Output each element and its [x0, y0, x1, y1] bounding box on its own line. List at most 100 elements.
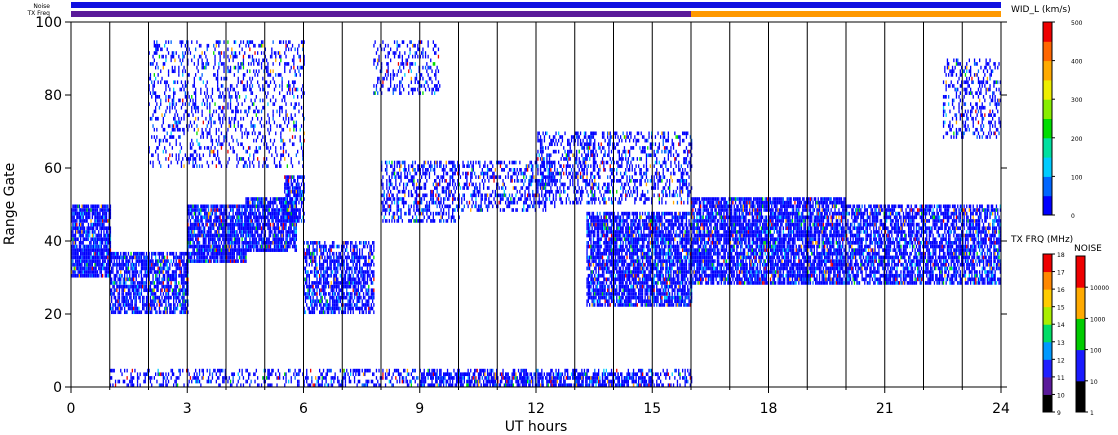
echo-cell: [93, 248, 95, 252]
echo-cell: [245, 237, 247, 242]
echo-cell: [244, 237, 246, 242]
echo-cell: [232, 149, 234, 154]
echo-cell: [140, 281, 143, 285]
echo-cell: [320, 295, 322, 300]
echo-cell: [233, 226, 235, 231]
echo-cell: [167, 273, 170, 278]
echo-cell: [235, 95, 237, 99]
echo-cell: [223, 204, 225, 209]
echo-cell: [121, 299, 123, 304]
echo-cell: [295, 226, 297, 231]
echo-cell: [89, 233, 91, 238]
echo-cell: [255, 215, 257, 220]
echo-cell: [226, 251, 228, 256]
echo-cell: [294, 244, 296, 249]
echo-cell: [319, 299, 321, 304]
echo-cell: [112, 284, 114, 289]
echo-cell: [107, 244, 109, 249]
echo-cell: [174, 105, 176, 110]
echo-cell: [286, 84, 288, 88]
echo-cell: [326, 277, 328, 282]
echo-cell: [133, 310, 135, 315]
echo-cell: [303, 186, 305, 190]
echo-cell: [339, 288, 341, 293]
echo-cell: [207, 248, 210, 252]
echo-cell: [369, 244, 371, 249]
echo-cell: [182, 127, 184, 132]
echo-cell: [164, 80, 166, 85]
echo-cell: [197, 109, 199, 114]
echo-cell: [206, 62, 208, 66]
echo-cell: [351, 259, 353, 263]
echo-cell: [412, 182, 414, 187]
echo-cell: [359, 248, 361, 252]
echo-cell: [211, 208, 214, 212]
echo-cell: [160, 102, 162, 106]
echo-cell: [196, 259, 198, 263]
echo-cell: [324, 303, 326, 307]
echo-cell: [184, 310, 186, 315]
echo-cell: [204, 215, 206, 220]
echo-cell: [153, 270, 155, 274]
echo-cell: [138, 259, 140, 263]
echo-cell: [397, 54, 400, 59]
echo-cell: [342, 299, 344, 304]
echo-cell: [192, 208, 194, 212]
echo-cell: [294, 135, 296, 139]
echo-cell: [151, 306, 153, 311]
echo-cell: [187, 43, 189, 48]
echo-cell: [204, 102, 206, 106]
echo-cell: [139, 299, 141, 304]
echo-cell: [386, 179, 388, 183]
echo-cell: [124, 284, 126, 289]
echo-cell: [148, 87, 150, 92]
echo-cell: [331, 303, 334, 307]
echo-cell: [364, 284, 366, 289]
echo-cell: [324, 295, 326, 300]
echo-cell: [189, 230, 192, 234]
echo-cell: [184, 251, 186, 256]
echo-cell: [158, 95, 161, 99]
echo-cell: [288, 40, 290, 44]
echo-cell: [263, 241, 265, 245]
echo-cell: [302, 65, 304, 70]
echo-cell: [100, 251, 102, 256]
echo-cell: [248, 215, 250, 220]
echo-cell: [242, 116, 245, 121]
echo-cell: [213, 65, 215, 70]
echo-cell: [319, 281, 321, 285]
echo-cell: [321, 262, 323, 267]
echo-cell: [448, 197, 450, 201]
echo-cell: [302, 164, 304, 168]
echo-cell: [124, 251, 126, 256]
echo-cell: [191, 211, 193, 216]
echo-cell: [175, 138, 177, 143]
echo-cell: [326, 281, 328, 285]
echo-cell: [351, 241, 353, 245]
echo-cell: [379, 69, 381, 74]
echo-cell: [381, 211, 383, 216]
echo-cell: [262, 197, 264, 201]
echo-cell: [96, 226, 99, 231]
echo-cell: [381, 200, 383, 205]
echo-cell: [184, 262, 186, 267]
echo-cell: [226, 164, 228, 168]
echo-cell: [366, 303, 369, 307]
echo-cell: [198, 211, 201, 216]
echo-cell: [162, 149, 164, 154]
echo-cell: [197, 208, 199, 212]
echo-cell: [366, 277, 369, 282]
echo-cell: [105, 237, 108, 242]
echo-cell: [330, 284, 332, 289]
echo-cell: [195, 204, 197, 209]
echo-cell: [113, 259, 115, 263]
echo-cell: [335, 277, 338, 282]
echo-cell: [95, 270, 97, 274]
echo-cell: [223, 65, 225, 70]
echo-cell: [293, 120, 295, 125]
echo-cell: [204, 251, 206, 256]
echo-cell: [135, 292, 137, 296]
echo-cell: [85, 208, 87, 212]
echo-cell: [186, 47, 188, 52]
echo-cell: [361, 248, 363, 252]
